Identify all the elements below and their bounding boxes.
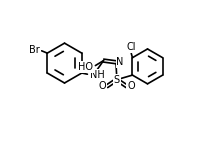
Text: NH: NH xyxy=(90,70,105,80)
Text: O: O xyxy=(127,81,135,91)
Text: N: N xyxy=(117,57,124,67)
Text: O: O xyxy=(99,81,107,91)
Text: HO: HO xyxy=(78,62,93,72)
Text: Cl: Cl xyxy=(126,42,135,52)
Text: Br: Br xyxy=(29,45,40,55)
Text: S: S xyxy=(114,75,120,85)
